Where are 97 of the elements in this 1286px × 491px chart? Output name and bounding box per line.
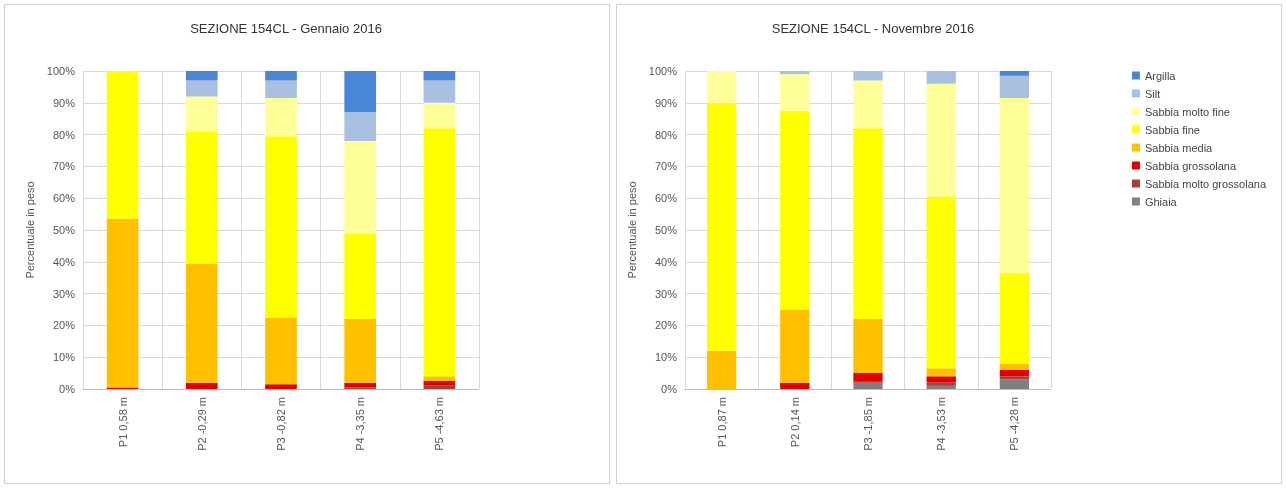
legend-label: Sabbia fine <box>1144 123 1200 136</box>
bar <box>423 128 456 377</box>
bar <box>265 98 297 137</box>
y-tick-label: 60% <box>52 192 76 205</box>
legend-label: Sabbia molto grossolana <box>1144 177 1267 190</box>
y-tick-label: 40% <box>654 255 678 268</box>
bar <box>926 71 956 84</box>
legend-label: Sabbia media <box>1144 141 1214 154</box>
bar <box>185 96 218 132</box>
bar <box>780 74 810 111</box>
bar <box>344 140 377 234</box>
x-tick-label: P4 -3,53 m <box>935 397 948 451</box>
bar <box>344 233 377 320</box>
bar <box>853 319 883 374</box>
bar <box>853 71 883 81</box>
bar <box>853 80 883 129</box>
y-tick-label: 80% <box>52 128 76 141</box>
bar <box>999 272 1030 364</box>
y-tick-label: 70% <box>654 160 678 173</box>
bar <box>999 363 1030 370</box>
x-tick-label: P2 -0,29 m <box>195 397 208 451</box>
chart-title: SEZIONE 154CL - Gennaio 2016 <box>190 21 382 36</box>
y-tick-label: 20% <box>52 319 76 332</box>
bar <box>780 309 810 383</box>
bar <box>780 382 810 389</box>
bar <box>265 317 297 385</box>
bar <box>926 368 956 377</box>
y-axis-title: Percentuale in peso <box>24 181 37 279</box>
bar <box>423 102 456 129</box>
bar <box>423 71 456 81</box>
y-tick-label: 0% <box>59 383 76 395</box>
y-axis-title: Percentuale in peso <box>626 181 639 279</box>
y-tick-label: 80% <box>654 128 678 141</box>
y-tick-label: 70% <box>52 160 76 173</box>
bar <box>706 102 737 351</box>
bar <box>999 369 1030 377</box>
bar <box>999 75 1030 99</box>
bar <box>265 71 297 81</box>
x-tick-label: P5 -4,63 m <box>433 397 446 451</box>
bar <box>423 385 456 389</box>
y-tick-label: 40% <box>52 255 76 268</box>
x-tick-label: P4 -3,35 m <box>354 397 367 451</box>
legend-label: Sabbia molto fine <box>1144 105 1230 118</box>
bar <box>185 263 218 383</box>
y-tick-label: 90% <box>52 96 76 109</box>
legend-label: Argilla <box>1144 69 1177 82</box>
y-tick-label: 60% <box>654 192 678 205</box>
bar <box>853 128 883 320</box>
y-tick-label: 0% <box>661 383 678 395</box>
x-tick-label: P1 0,58 m <box>116 397 129 448</box>
y-tick-label: 90% <box>654 96 678 109</box>
bar <box>185 80 218 97</box>
bar <box>106 71 139 219</box>
bar <box>344 71 377 113</box>
bar <box>185 382 218 389</box>
x-tick-label: P2 0,14 m <box>788 397 801 448</box>
legend-label: Ghiaia <box>1144 195 1178 208</box>
y-tick-label: 100% <box>648 65 678 77</box>
x-tick-label: P3 -0,82 m <box>275 397 287 451</box>
bar <box>926 83 956 197</box>
bar <box>999 379 1030 389</box>
legend-label: Silt <box>1144 87 1161 100</box>
y-tick-label: 100% <box>46 65 76 77</box>
bar <box>853 382 883 389</box>
bar <box>344 319 377 383</box>
bar <box>185 71 218 81</box>
bar <box>853 373 883 382</box>
y-tick-label: 30% <box>654 287 678 300</box>
x-tick-label: P3 -1,85 m <box>862 397 874 451</box>
y-tick-label: 50% <box>52 224 76 236</box>
bar <box>780 71 810 75</box>
x-tick-label: P5 -4,28 m <box>1008 397 1021 451</box>
bar <box>926 196 956 369</box>
bar <box>265 136 297 318</box>
bar <box>423 80 456 103</box>
legend-label: Sabbia grossolana <box>1144 159 1237 172</box>
bar <box>999 98 1030 273</box>
y-tick-label: 30% <box>52 287 76 300</box>
bar <box>185 131 218 264</box>
bar <box>106 218 139 388</box>
y-tick-label: 50% <box>654 224 678 236</box>
bar <box>999 71 1030 76</box>
chart-title: SEZIONE 154CL - Novembre 2016 <box>771 21 975 36</box>
bar <box>423 376 456 382</box>
bar <box>706 71 737 103</box>
bar <box>706 350 737 389</box>
bar <box>926 376 956 383</box>
bar <box>344 112 377 141</box>
y-tick-label: 10% <box>654 351 678 364</box>
bar <box>999 376 1030 380</box>
bar <box>265 80 297 99</box>
bar <box>423 381 456 386</box>
y-tick-label: 20% <box>654 319 678 332</box>
y-tick-label: 10% <box>52 351 76 364</box>
bar <box>265 384 297 389</box>
x-tick-label: P1 0,87 m <box>715 397 728 448</box>
bar <box>780 110 810 310</box>
